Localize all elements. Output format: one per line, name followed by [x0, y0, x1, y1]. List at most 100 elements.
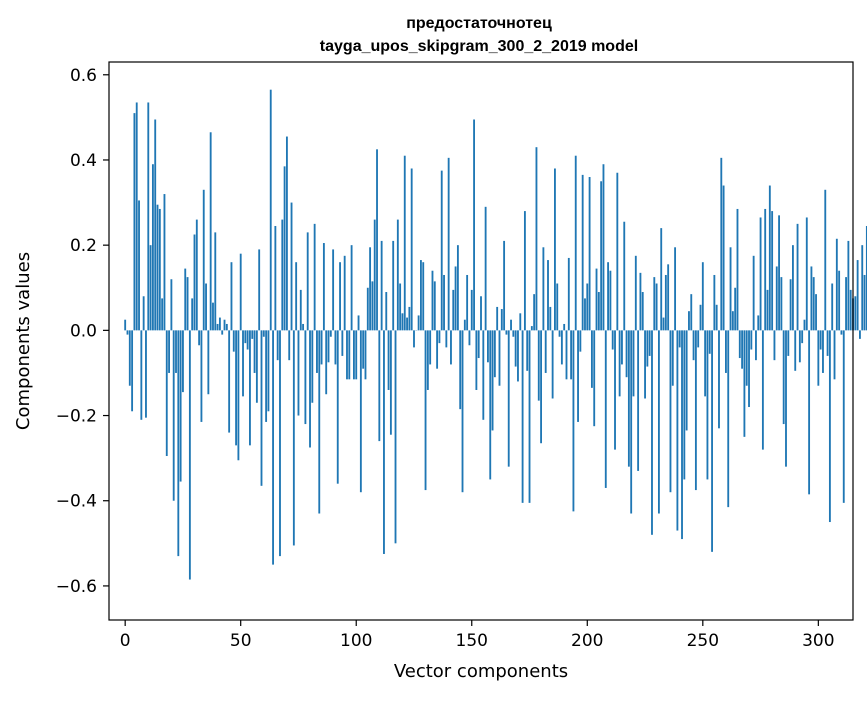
bar: [311, 330, 313, 402]
bar: [471, 290, 473, 330]
bar: [244, 330, 246, 343]
bar: [168, 330, 170, 373]
y-tick-label: 0.4: [70, 151, 97, 171]
y-tick-label: 0.6: [70, 66, 97, 86]
bar: [450, 330, 452, 364]
bar: [371, 281, 373, 330]
bar: [263, 330, 265, 336]
bar: [270, 90, 272, 331]
bar: [582, 175, 584, 330]
bar: [251, 330, 253, 339]
bar: [462, 330, 464, 492]
y-tick-label: 0.2: [70, 236, 97, 256]
bar: [480, 296, 482, 330]
bar: [464, 320, 466, 331]
bar: [566, 330, 568, 379]
bar: [205, 284, 207, 331]
bar: [473, 120, 475, 331]
bar: [341, 330, 343, 356]
bar: [538, 330, 540, 400]
bar: [755, 330, 757, 360]
bar: [764, 209, 766, 330]
bar: [674, 247, 676, 330]
bar: [702, 262, 704, 330]
x-tick-label: 100: [340, 631, 372, 651]
bar: [159, 209, 161, 330]
bar: [512, 330, 514, 336]
bar: [261, 330, 263, 485]
bar: [690, 294, 692, 330]
bar: [806, 217, 808, 330]
bar: [591, 330, 593, 388]
bar: [443, 275, 445, 330]
bar: [841, 330, 843, 334]
bar: [237, 330, 239, 460]
bar: [177, 330, 179, 556]
bar: [136, 102, 138, 330]
bar: [573, 330, 575, 511]
bar: [228, 330, 230, 432]
bar: [198, 330, 200, 345]
bar: [679, 330, 681, 347]
bar: [399, 284, 401, 331]
bar: [813, 277, 815, 330]
bar: [640, 273, 642, 331]
bar: [743, 330, 745, 436]
bar: [441, 171, 443, 331]
bar: [212, 303, 214, 331]
bar: [492, 330, 494, 430]
bar: [258, 249, 260, 330]
bar: [154, 120, 156, 331]
bar: [316, 330, 318, 373]
bar: [843, 330, 845, 503]
bar: [411, 168, 413, 330]
bar: [129, 330, 131, 385]
bar: [630, 330, 632, 513]
bar: [452, 290, 454, 330]
bar: [429, 330, 431, 364]
bar: [221, 330, 223, 334]
bar: [455, 266, 457, 330]
bar: [131, 330, 133, 411]
bar: [628, 330, 630, 466]
bar: [653, 277, 655, 330]
bar: [822, 330, 824, 373]
bar: [524, 211, 526, 330]
y-tick-label: −0.4: [56, 492, 97, 512]
bar: [750, 330, 752, 349]
bar: [196, 220, 198, 331]
bar: [718, 330, 720, 428]
bar: [335, 330, 337, 364]
bar: [725, 330, 727, 373]
bar: [864, 275, 866, 330]
bar: [741, 330, 743, 368]
bar: [201, 330, 203, 422]
bar: [561, 330, 563, 364]
bar: [353, 330, 355, 379]
bar: [413, 330, 415, 347]
bar: [612, 330, 614, 349]
bar: [593, 330, 595, 426]
bar: [531, 326, 533, 330]
bar: [697, 330, 699, 347]
bar: [210, 132, 212, 330]
bar: [760, 217, 762, 330]
bar: [559, 330, 561, 336]
bar: [268, 330, 270, 411]
bar: [734, 288, 736, 331]
bar: [663, 318, 665, 331]
bar: [577, 330, 579, 422]
bar: [494, 330, 496, 377]
bar: [240, 254, 242, 331]
bar: [277, 330, 279, 360]
bar: [487, 330, 489, 362]
bar: [748, 330, 750, 407]
bar: [850, 290, 852, 330]
bar: [466, 275, 468, 330]
bar: [242, 330, 244, 396]
bar: [501, 309, 503, 330]
bar: [337, 330, 339, 483]
bar: [448, 158, 450, 331]
y-axis-label: Components values: [13, 252, 34, 430]
